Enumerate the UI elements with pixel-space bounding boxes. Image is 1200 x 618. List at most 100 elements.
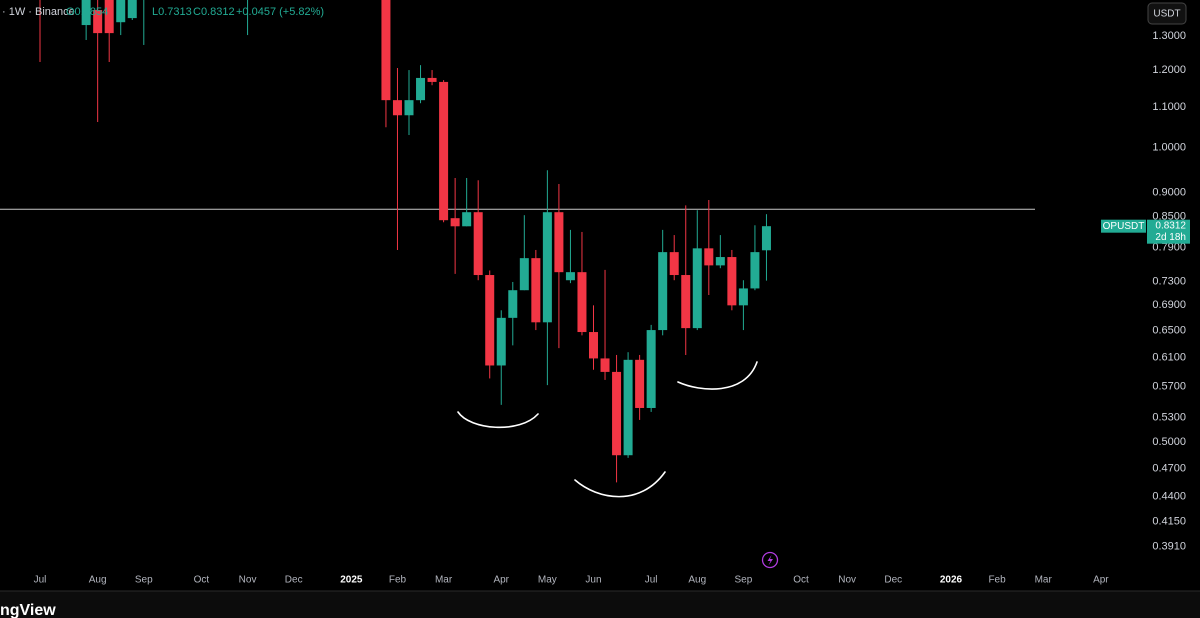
candle-body xyxy=(519,258,529,291)
x-tick-label: Feb xyxy=(389,575,407,586)
candle-body xyxy=(93,10,103,34)
y-tick-label: 0.5300 xyxy=(1152,411,1186,423)
x-tick-label: Mar xyxy=(1035,575,1053,586)
x-tick-label: Dec xyxy=(884,575,902,586)
x-tick-label: Nov xyxy=(239,575,257,586)
candle-body xyxy=(635,359,645,408)
candle-body xyxy=(381,0,391,101)
x-tick-label: Mar xyxy=(435,575,453,586)
y-tick-label: 0.8500 xyxy=(1152,211,1186,223)
candle-body xyxy=(588,332,598,359)
price-label-symbol: OPUSDT xyxy=(1103,221,1145,232)
candle-body xyxy=(738,288,748,306)
legend: · 1W · Binance O0.7854 L0.7313 C0.8312 +… xyxy=(2,6,324,18)
price-label-symbol-bg xyxy=(1101,219,1146,233)
y-tick-label: 0.5700 xyxy=(1152,380,1186,392)
currency-button[interactable]: USDT xyxy=(1147,2,1187,25)
y-tick-label: 0.6900 xyxy=(1152,299,1186,311)
y-tick-label: 0.3910 xyxy=(1152,541,1186,553)
ohlc-low: L0.7313 xyxy=(152,6,192,18)
candle-body xyxy=(658,252,668,331)
event-icon[interactable] xyxy=(761,551,779,569)
candle-body xyxy=(542,212,552,323)
x-tick-label: Apr xyxy=(1093,575,1109,586)
candle-body xyxy=(646,330,656,408)
drawing-curve xyxy=(677,361,758,390)
x-tick-label: Dec xyxy=(285,575,303,586)
x-tick-label: 2026 xyxy=(940,575,963,586)
drawing-curve xyxy=(457,411,539,429)
x-tick-label: Oct xyxy=(194,575,210,586)
price-label-box xyxy=(1147,219,1190,244)
y-tick-label: 0.9000 xyxy=(1152,186,1186,198)
y-tick-label: 0.4700 xyxy=(1152,462,1186,474)
candle-body xyxy=(600,358,610,372)
candle-body xyxy=(704,248,714,266)
candle-body xyxy=(416,77,426,101)
price-label: OPUSDT 0.8312 2d 18h xyxy=(1101,219,1190,244)
price-label-countdown: 2d 18h xyxy=(1155,232,1186,243)
candle-body xyxy=(692,248,702,329)
drawing-curve xyxy=(574,471,666,498)
x-tick-label: Jul xyxy=(34,575,47,586)
footer-bar xyxy=(0,591,1200,618)
candle-body xyxy=(715,257,725,266)
candle-body xyxy=(439,81,449,221)
y-tick-label: 0.4150 xyxy=(1152,515,1186,527)
candle-body xyxy=(681,275,691,329)
icon-bolt[interactable] xyxy=(767,555,774,566)
axes: 1.3000 1.2000 1.1000 1.0000 0.9000 0.8500 0.79… xyxy=(34,30,1186,586)
candle-body xyxy=(104,0,114,34)
ohlc-open: O0.7854 xyxy=(66,6,108,18)
y-tick-label: 1.1000 xyxy=(1152,101,1186,113)
price-label-value: 0.8312 xyxy=(1155,220,1186,231)
candle-body xyxy=(531,258,541,323)
y-tick-label: 0.5000 xyxy=(1152,436,1186,448)
x-tick-label: Sep xyxy=(135,575,153,586)
candle-body xyxy=(496,317,506,366)
candle-body xyxy=(473,212,483,276)
x-tick-label: May xyxy=(538,575,557,586)
candle-body xyxy=(404,100,414,116)
candle-body xyxy=(450,218,460,227)
y-tick-label: 1.0000 xyxy=(1152,141,1186,153)
x-tick-label: Aug xyxy=(688,575,706,586)
icon-ring[interactable] xyxy=(761,551,779,569)
x-tick-label: Jul xyxy=(645,575,658,586)
candle-body xyxy=(508,290,518,318)
candle-body xyxy=(669,252,679,276)
button-frame[interactable] xyxy=(1147,2,1187,25)
ohlc-close: C0.8312 xyxy=(193,6,235,18)
y-tick-label: 0.4400 xyxy=(1152,491,1186,503)
candle-body xyxy=(462,212,472,227)
candle-body xyxy=(727,257,737,306)
plot-area xyxy=(0,0,1035,483)
x-tick-label: Sep xyxy=(735,575,753,586)
button-label[interactable]: USDT xyxy=(1153,9,1180,20)
candle-body xyxy=(577,272,587,333)
candle-body xyxy=(761,226,771,251)
x-tick-label: Feb xyxy=(988,575,1006,586)
x-tick-label: Aug xyxy=(89,575,107,586)
brand: ngView xyxy=(0,602,56,618)
candle-body xyxy=(116,0,126,23)
y-tick-label: 0.6100 xyxy=(1152,352,1186,364)
x-tick-label: Oct xyxy=(793,575,809,586)
candle-body xyxy=(127,0,137,19)
candle-body xyxy=(750,252,760,289)
x-tick-label: Jun xyxy=(585,575,601,586)
candle-body xyxy=(485,275,495,366)
x-tick-label: Nov xyxy=(838,575,856,586)
candle-body xyxy=(427,77,437,82)
candle-body xyxy=(81,0,91,26)
y-tick-label: 1.3000 xyxy=(1152,30,1186,42)
candle-body xyxy=(565,272,575,281)
ohlc-change: +0.0457 (+5.82%) xyxy=(236,6,324,18)
y-tick-label: 0.6500 xyxy=(1152,325,1186,337)
x-tick-label: Apr xyxy=(493,575,509,586)
y-tick-label: 1.2000 xyxy=(1152,64,1186,76)
y-tick-label: 0.7900 xyxy=(1152,242,1186,254)
interval-info: · 1W · Binance xyxy=(2,6,75,18)
